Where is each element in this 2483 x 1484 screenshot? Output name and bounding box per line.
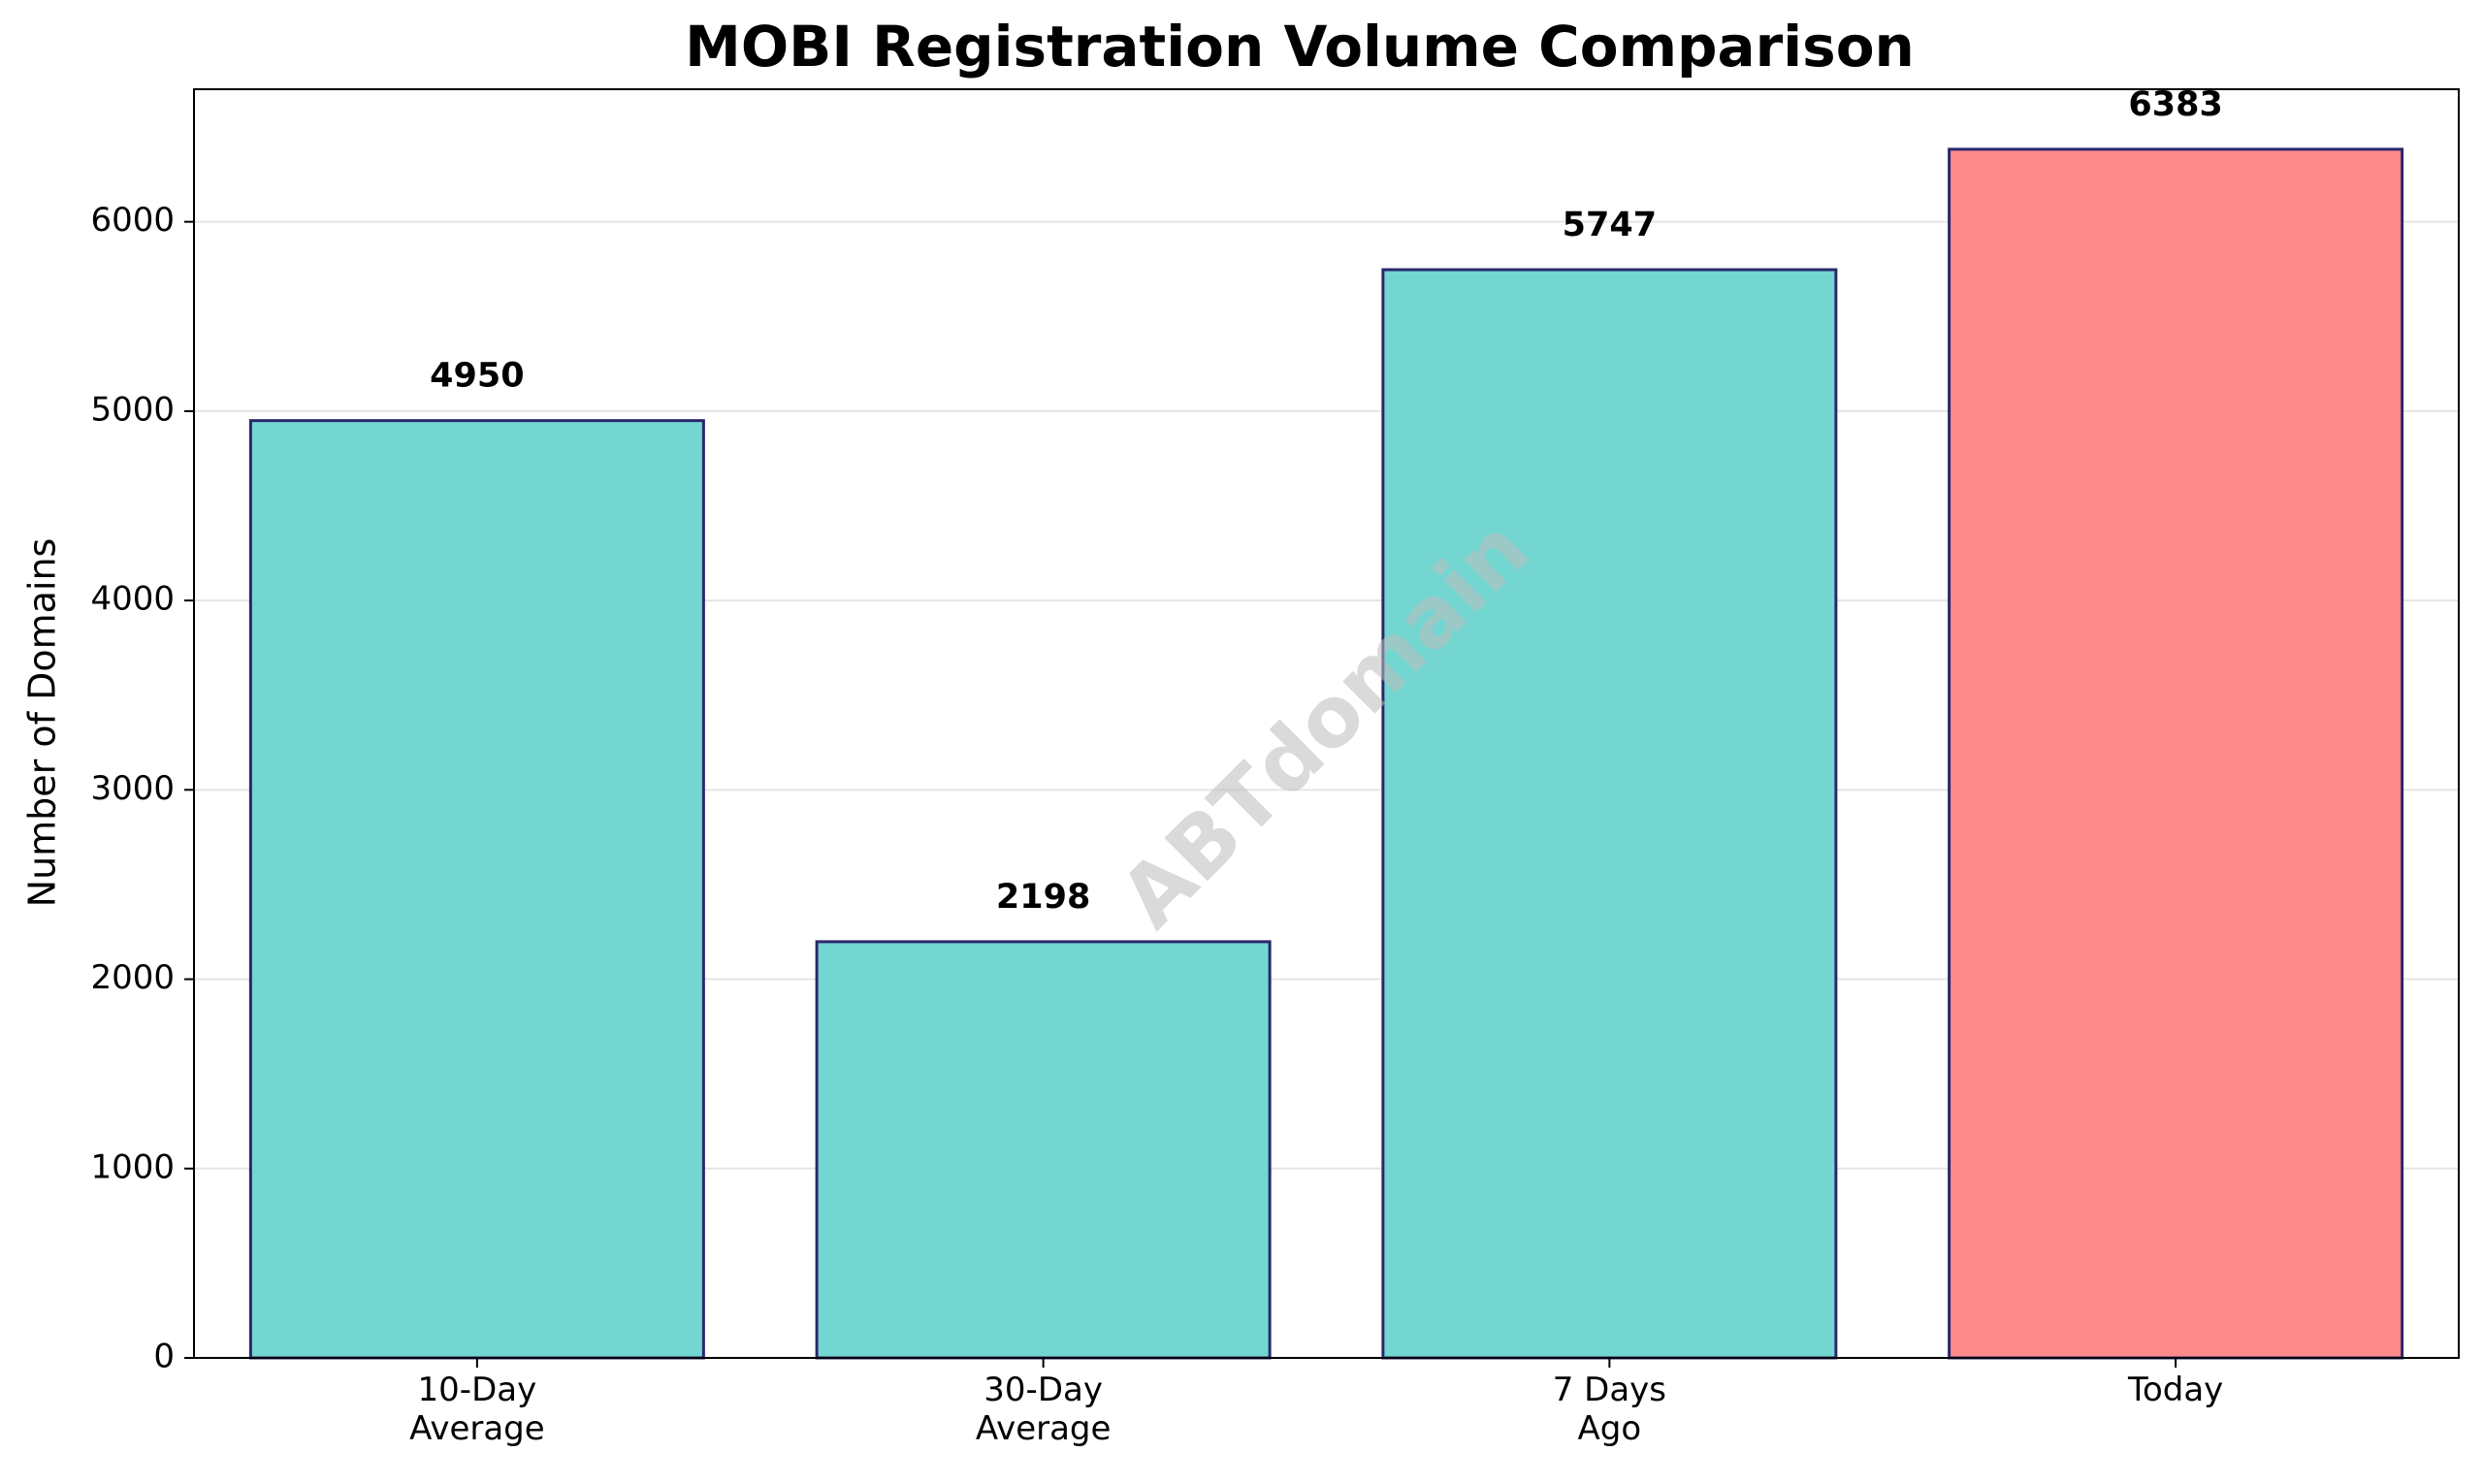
y-tick-label: 5000	[90, 390, 175, 429]
bar-value-label: 2198	[996, 878, 1090, 917]
x-tick-label: 7 Days Ago	[1553, 1371, 1666, 1448]
y-tick-label: 2000	[90, 958, 175, 997]
x-tick-label: 10-Day Average	[409, 1371, 545, 1448]
bar-value-label: 4950	[430, 357, 524, 396]
y-axis-title: Number of Domains	[21, 538, 64, 908]
bar	[1948, 147, 2404, 1360]
y-tick-label: 6000	[90, 201, 175, 240]
y-tick-label: 1000	[90, 1147, 175, 1186]
y-axis: 0 1000 2000 3000 4000 5000 6000	[90, 201, 194, 1376]
bar	[248, 419, 705, 1360]
y-tick-label: 3000	[90, 769, 175, 808]
bar-value-label: 6383	[2128, 85, 2222, 124]
y-tick-label: 0	[153, 1338, 175, 1376]
x-tick-label-line: Ago	[1578, 1409, 1642, 1448]
x-tick-label-line: 7 Days	[1553, 1371, 1666, 1409]
chart-title: MOBI Registration Volume Comparison	[685, 14, 1915, 80]
x-tick-label: Today	[2127, 1371, 2223, 1409]
plot-frame	[193, 88, 2460, 1359]
x-tick-label-line: 10-Day	[418, 1371, 537, 1409]
y-tick-label: 4000	[90, 580, 175, 619]
bars	[248, 147, 2404, 1360]
x-tick-label-line: Average	[976, 1409, 1112, 1448]
bar	[1381, 268, 1838, 1360]
bar-value-label: 5747	[1563, 206, 1657, 244]
x-tick-label-line: 30-Day	[984, 1371, 1103, 1409]
x-tick-label: 30-Day Average	[976, 1371, 1112, 1448]
x-tick-label-line: Today	[2127, 1371, 2223, 1409]
x-tick-label-line: Average	[409, 1409, 545, 1448]
bar	[815, 940, 1272, 1360]
value-labels: 4950 2198 5747 6383	[430, 85, 2223, 917]
